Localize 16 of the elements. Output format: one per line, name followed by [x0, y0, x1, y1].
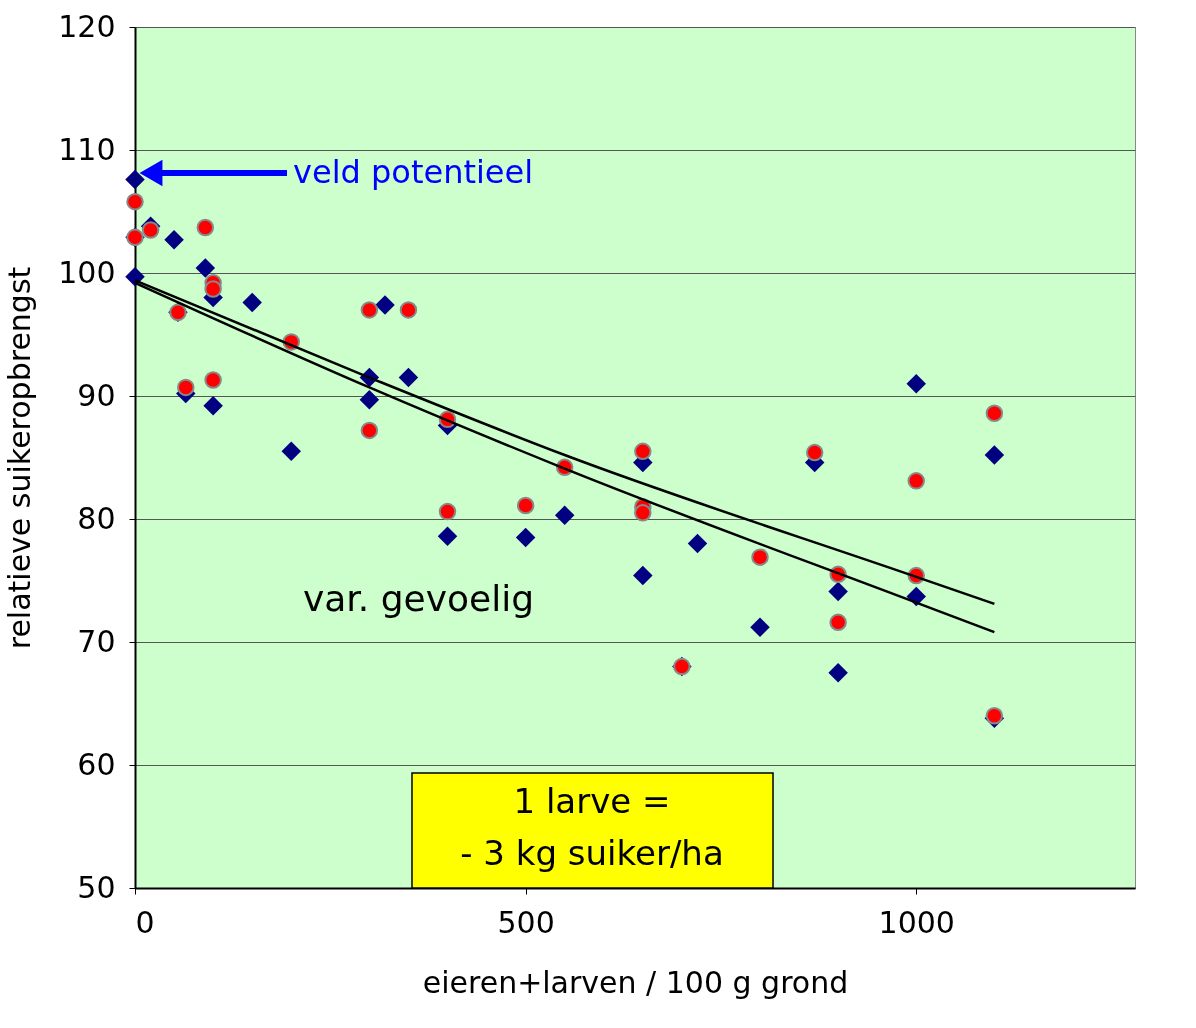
x-tick-label: 500 — [497, 904, 555, 940]
y-tick-label: 50 — [77, 869, 116, 905]
x-axis-title: eieren+larven / 100 g grond — [422, 964, 849, 1000]
y-tick-label: 70 — [77, 623, 116, 659]
y-axis-title: relatieve suikeropbrengst — [2, 266, 38, 650]
y-tick-label: 90 — [77, 377, 116, 413]
annotation: var. gevoelig — [303, 578, 535, 619]
x-tick-label: 1000 — [878, 904, 955, 940]
annotation: 1 larve = - 3 kg suiker/ha — [460, 781, 724, 873]
y-tick-label: 80 — [77, 500, 116, 536]
y-tick-label: 120 — [58, 8, 116, 44]
y-tick-label: 60 — [77, 746, 116, 782]
y-tick-label: 110 — [58, 131, 116, 167]
y-tick-label: 100 — [58, 254, 116, 290]
x-tick-label: 0 — [135, 904, 155, 940]
annotation: veld potentieel — [293, 153, 534, 191]
